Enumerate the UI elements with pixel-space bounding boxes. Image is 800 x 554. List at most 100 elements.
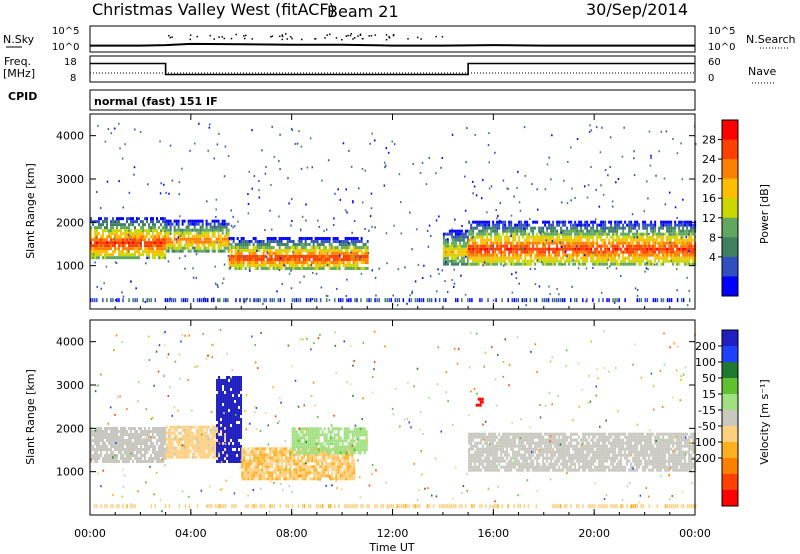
power-cell	[474, 259, 477, 263]
velocity-cell	[116, 436, 118, 439]
velocity-cell	[226, 457, 229, 460]
power-cell	[510, 250, 513, 254]
velocity-cell	[228, 388, 231, 391]
power-cell	[466, 253, 469, 257]
power-cell	[250, 264, 253, 267]
velocity-cell	[142, 430, 144, 433]
power-clutter	[360, 298, 362, 303]
power-clutter	[370, 298, 372, 303]
power-cell	[676, 250, 679, 254]
power-cell	[592, 220, 595, 224]
power-speckle	[615, 267, 618, 270]
power-speckle	[133, 173, 135, 176]
power-cell	[608, 247, 611, 251]
velocity-cell	[116, 430, 118, 433]
power-cell	[476, 241, 479, 245]
power-cell	[156, 247, 158, 251]
power-cell	[556, 256, 559, 260]
power-cell	[221, 249, 224, 253]
power-clutter	[154, 298, 157, 303]
power-cell	[672, 262, 675, 266]
power-speckle	[370, 192, 373, 195]
velocity-cell	[220, 448, 223, 451]
power-cell	[110, 223, 112, 227]
power-cell	[512, 247, 515, 251]
power-cell	[484, 244, 487, 248]
power-cell	[286, 267, 289, 270]
power-cell	[540, 241, 543, 245]
power-cell	[596, 223, 599, 227]
power-cell	[314, 237, 317, 240]
velocity-cell	[241, 465, 244, 469]
power-cell	[646, 253, 649, 257]
power-cell	[688, 253, 691, 257]
power-cell	[238, 258, 241, 261]
power-cell	[158, 244, 160, 248]
velocity-cell	[162, 460, 164, 463]
velocity-cell	[167, 434, 170, 438]
velocity-cell	[226, 451, 229, 454]
velocity-cell	[245, 459, 248, 463]
power-cell	[136, 232, 138, 236]
power-speckle	[590, 129, 592, 132]
velocity-cell	[199, 443, 202, 447]
velocity-cell	[230, 454, 233, 457]
velocity-cell	[96, 427, 98, 430]
power-cell	[164, 238, 166, 242]
velocity-cell	[136, 451, 138, 454]
velocity-cell	[193, 449, 196, 453]
power-speckle	[337, 188, 339, 191]
power-speckle	[483, 261, 486, 264]
velocity-cell	[232, 400, 235, 403]
power-cell	[476, 232, 479, 236]
power-cell	[638, 247, 641, 251]
power-cell	[219, 228, 222, 232]
velocity-cell	[191, 425, 194, 429]
power-cell	[640, 262, 643, 266]
power-cell	[177, 222, 180, 226]
nsky-point	[362, 37, 364, 40]
power-cell	[486, 250, 489, 254]
velocity-cell	[183, 452, 186, 456]
velocity-cell	[112, 457, 114, 460]
velocity-cell	[236, 388, 239, 391]
velocity-cell	[108, 457, 110, 460]
velocity-cell	[160, 442, 162, 445]
power-cell	[654, 232, 657, 236]
power-cell	[217, 237, 220, 241]
power-cell	[330, 243, 333, 246]
velocity-cell	[289, 465, 292, 469]
power-cell	[173, 225, 176, 229]
power-speckle	[281, 283, 284, 286]
power-cell	[680, 241, 683, 245]
power-cell	[600, 223, 603, 227]
velocity-cell	[171, 455, 174, 459]
nsky-point	[235, 33, 237, 36]
velocity-cell	[309, 453, 312, 457]
power-speckle	[168, 192, 170, 195]
power-cell	[558, 223, 561, 227]
velocity-cell	[232, 430, 235, 433]
power-cell	[612, 259, 615, 263]
power-cell	[638, 259, 641, 263]
power-cell	[173, 246, 176, 250]
power-cell	[171, 240, 174, 244]
power-cell	[482, 244, 485, 248]
power-cell	[618, 223, 621, 227]
power-clutter	[239, 298, 241, 303]
power-cell	[506, 235, 509, 239]
power-cell	[618, 226, 621, 230]
power-cell	[352, 237, 355, 240]
power-cell	[584, 244, 587, 248]
velocity-cell	[247, 462, 250, 466]
power-cell	[215, 228, 218, 232]
velocity-cell	[116, 442, 118, 445]
velocity-cell	[144, 433, 146, 436]
power-cell	[128, 247, 130, 251]
power-cell	[262, 252, 265, 255]
power-cell	[580, 232, 583, 236]
velocity-cell	[240, 376, 243, 379]
power-cell	[468, 232, 471, 236]
power-speckle	[232, 215, 234, 218]
power-cell	[664, 256, 667, 260]
